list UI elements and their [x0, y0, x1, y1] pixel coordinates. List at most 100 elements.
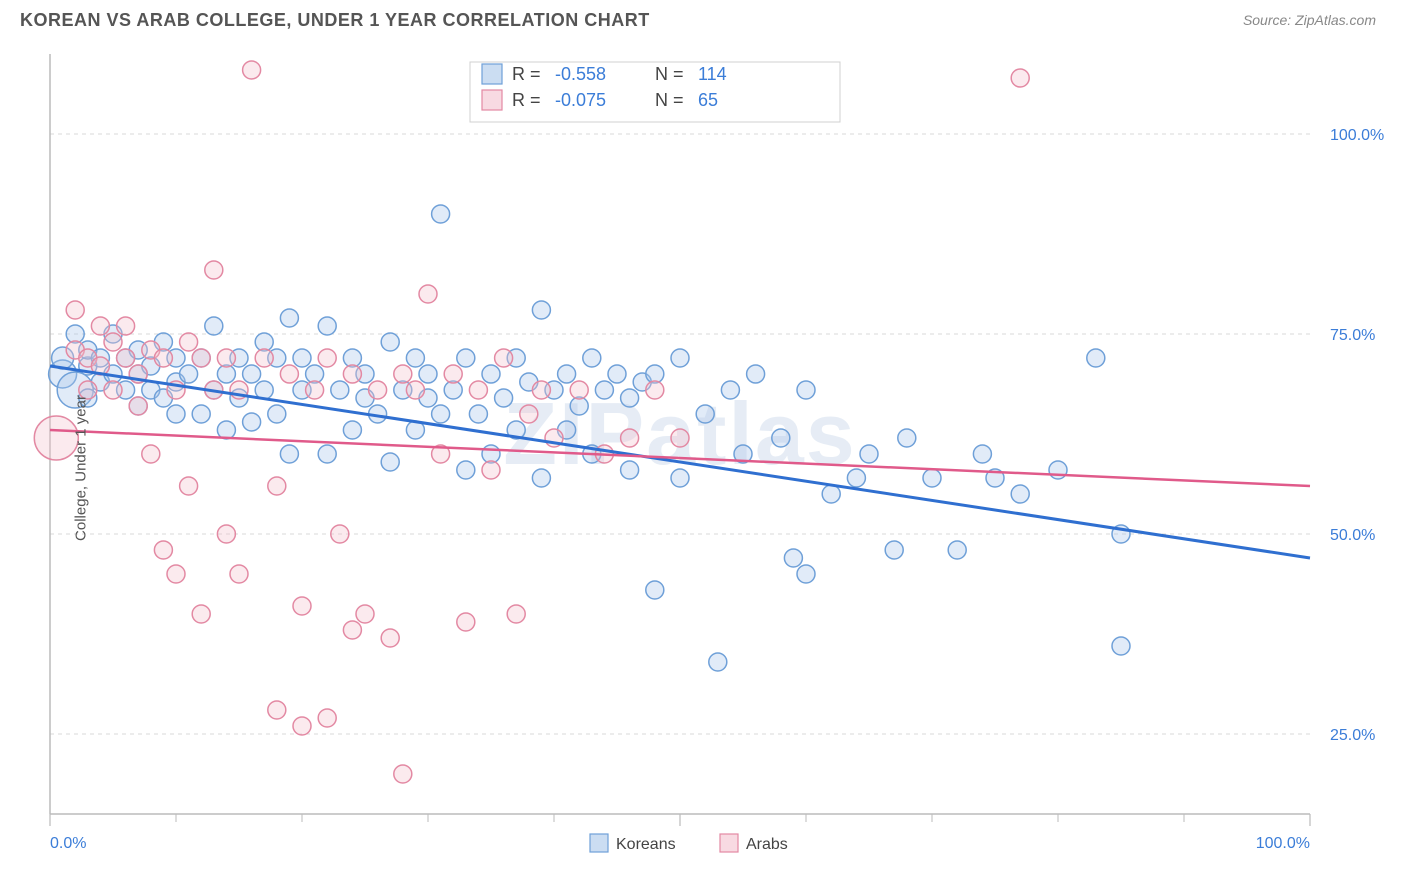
- data-point: [192, 349, 210, 367]
- source-attribution: Source: ZipAtlas.com: [1243, 12, 1376, 28]
- data-point: [243, 365, 261, 383]
- data-point: [671, 349, 689, 367]
- data-point: [784, 549, 802, 567]
- data-point: [570, 381, 588, 399]
- data-point: [142, 445, 160, 463]
- data-point: [91, 317, 109, 335]
- data-point: [217, 349, 235, 367]
- data-point: [860, 445, 878, 463]
- data-point: [381, 333, 399, 351]
- data-point: [595, 381, 613, 399]
- data-point: [482, 365, 500, 383]
- scatter-chart: 25.0%50.0%75.0%100.0%0.0%100.0%ZIPatlasR…: [0, 44, 1406, 892]
- data-point: [822, 485, 840, 503]
- data-point: [469, 381, 487, 399]
- data-point: [898, 429, 916, 447]
- data-point: [318, 709, 336, 727]
- data-point: [192, 405, 210, 423]
- data-point: [1011, 485, 1029, 503]
- data-point: [192, 605, 210, 623]
- data-point: [243, 413, 261, 431]
- legend-r-label: R =: [512, 64, 541, 84]
- data-point: [117, 317, 135, 335]
- data-point: [268, 477, 286, 495]
- data-point: [583, 349, 601, 367]
- data-point: [923, 469, 941, 487]
- data-point: [154, 349, 172, 367]
- data-point: [331, 525, 349, 543]
- data-point: [331, 381, 349, 399]
- data-point: [381, 453, 399, 471]
- data-point: [180, 333, 198, 351]
- data-point: [394, 765, 412, 783]
- legend-n-value: 114: [698, 64, 727, 84]
- data-point: [343, 365, 361, 383]
- legend-r-label: R =: [512, 90, 541, 110]
- data-point: [532, 381, 550, 399]
- legend-n-label: N =: [655, 64, 684, 84]
- data-point: [356, 605, 374, 623]
- data-point: [104, 381, 122, 399]
- chart-title: KOREAN VS ARAB COLLEGE, UNDER 1 YEAR COR…: [20, 10, 650, 30]
- data-point: [696, 405, 714, 423]
- y-tick-label: 75.0%: [1330, 327, 1375, 344]
- data-point: [419, 365, 437, 383]
- data-point: [293, 597, 311, 615]
- data-point: [1112, 637, 1130, 655]
- data-point: [381, 629, 399, 647]
- y-axis-label: College, Under 1 year: [72, 395, 89, 541]
- data-point: [444, 365, 462, 383]
- data-point: [621, 429, 639, 447]
- data-point: [495, 349, 513, 367]
- data-point: [293, 717, 311, 735]
- data-point: [973, 445, 991, 463]
- data-point: [154, 541, 172, 559]
- data-point: [457, 349, 475, 367]
- data-point: [369, 381, 387, 399]
- data-point: [747, 365, 765, 383]
- data-point: [306, 381, 324, 399]
- data-point: [280, 309, 298, 327]
- chart-container: College, Under 1 year 25.0%50.0%75.0%100…: [0, 44, 1406, 892]
- data-point: [797, 381, 815, 399]
- data-point: [280, 445, 298, 463]
- legend-r-value: -0.558: [555, 64, 606, 84]
- data-point: [129, 397, 147, 415]
- data-point: [532, 301, 550, 319]
- data-point: [772, 429, 790, 447]
- data-point: [117, 349, 135, 367]
- data-point: [255, 349, 273, 367]
- data-point: [406, 381, 424, 399]
- data-point: [180, 365, 198, 383]
- data-point: [671, 469, 689, 487]
- data-point: [318, 317, 336, 335]
- data-point: [532, 469, 550, 487]
- data-point: [167, 565, 185, 583]
- data-point: [469, 405, 487, 423]
- data-point: [406, 349, 424, 367]
- data-point: [847, 469, 865, 487]
- legend-n-label: N =: [655, 90, 684, 110]
- data-point: [217, 525, 235, 543]
- data-point: [709, 653, 727, 671]
- data-point: [394, 365, 412, 383]
- data-point: [482, 461, 500, 479]
- legend-r-value: -0.075: [555, 90, 606, 110]
- data-point: [180, 477, 198, 495]
- legend-series-label: Arabs: [746, 836, 788, 853]
- x-tick-label: 0.0%: [50, 835, 86, 852]
- data-point: [268, 405, 286, 423]
- data-point: [507, 605, 525, 623]
- y-tick-label: 100.0%: [1330, 127, 1384, 144]
- legend-swatch: [482, 90, 502, 110]
- data-point: [268, 701, 286, 719]
- data-point: [432, 205, 450, 223]
- data-point: [671, 429, 689, 447]
- legend-swatch: [720, 834, 738, 852]
- data-point: [495, 389, 513, 407]
- legend-n-value: 65: [698, 90, 718, 110]
- data-point: [621, 461, 639, 479]
- y-tick-label: 25.0%: [1330, 727, 1375, 744]
- data-point: [646, 581, 664, 599]
- data-point: [205, 317, 223, 335]
